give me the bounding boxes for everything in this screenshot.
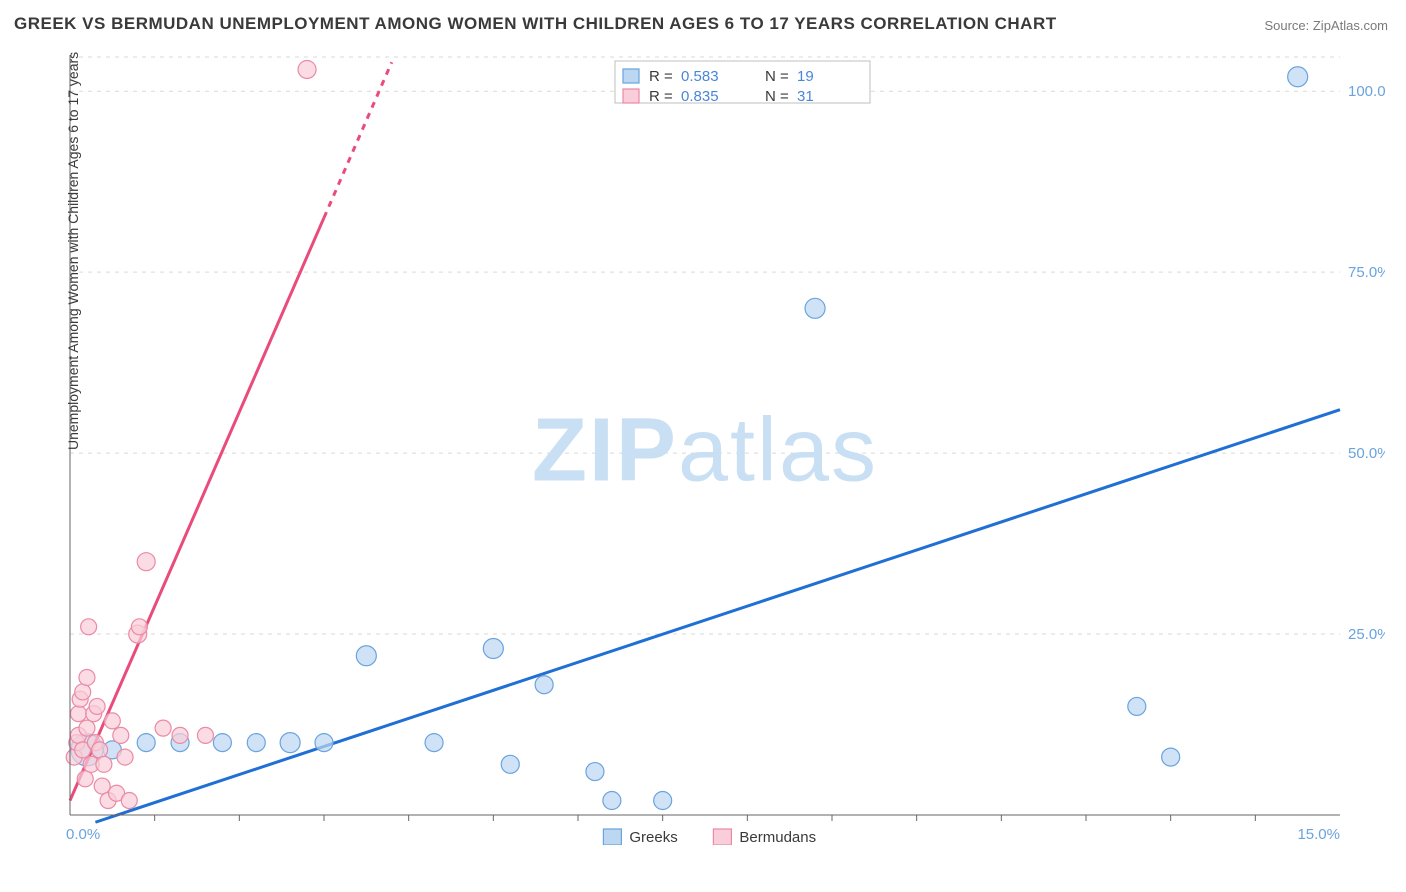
svg-text:19: 19: [797, 68, 814, 85]
svg-text:R =: R =: [649, 88, 673, 105]
svg-text:N =: N =: [765, 88, 789, 105]
svg-text:50.0%: 50.0%: [1348, 445, 1385, 462]
svg-text:Bermudans: Bermudans: [739, 829, 816, 845]
source-credit: Source: ZipAtlas.com: [1264, 18, 1388, 33]
y-axis-label: Unemployment Among Women with Children A…: [65, 52, 81, 450]
svg-text:ZIPatlas: ZIPatlas: [532, 401, 878, 501]
svg-text:Greeks: Greeks: [629, 829, 677, 845]
chart-title: GREEK VS BERMUDAN UNEMPLOYMENT AMONG WOM…: [14, 14, 1057, 34]
correlation-chart: ZIPatlas 0.0% 15.0% 25.0% 50.0% 75.0% 100.0% R …: [55, 55, 1385, 845]
chart-area: Unemployment Among Women with Children A…: [55, 55, 1385, 845]
svg-text:25.0%: 25.0%: [1348, 626, 1385, 643]
svg-text:N =: N =: [765, 68, 789, 85]
svg-text:75.0%: 75.0%: [1348, 264, 1385, 281]
svg-text:0.0%: 0.0%: [66, 826, 100, 843]
svg-text:15.0%: 15.0%: [1297, 826, 1340, 843]
svg-text:R =: R =: [649, 68, 673, 85]
svg-text:0.583: 0.583: [681, 68, 719, 85]
svg-text:0.835: 0.835: [681, 88, 719, 105]
svg-text:31: 31: [797, 88, 814, 105]
svg-text:100.0%: 100.0%: [1348, 83, 1385, 100]
